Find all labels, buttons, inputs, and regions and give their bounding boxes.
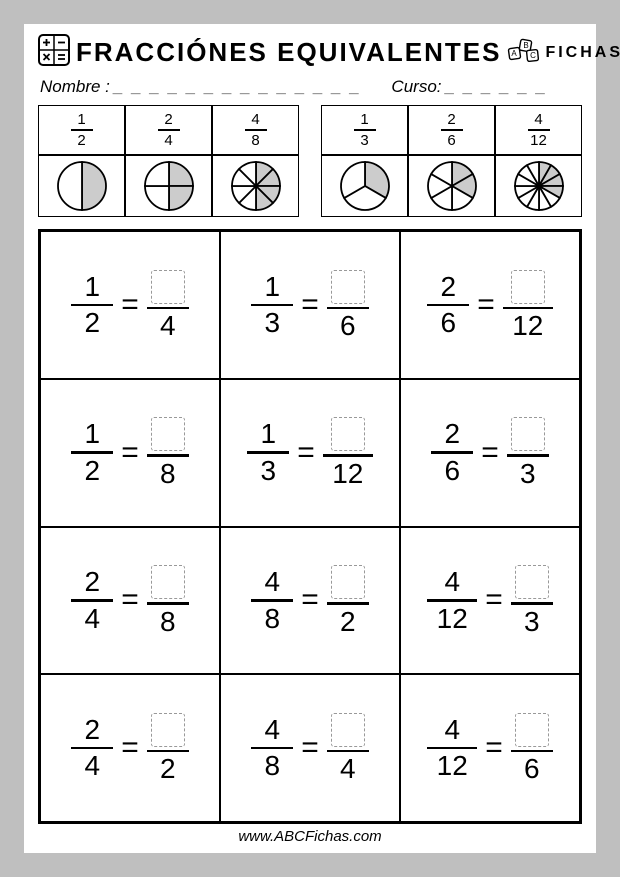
left-fraction: 12	[71, 273, 113, 338]
right-fraction: 8	[147, 565, 189, 636]
example-fraction: 48	[212, 105, 299, 155]
right-fraction: 3	[507, 417, 549, 488]
left-fraction: 13	[247, 420, 289, 485]
left-fraction: 24	[71, 568, 113, 633]
equals-sign: =	[485, 731, 503, 765]
left-fraction: 48	[251, 568, 293, 633]
equals-sign: =	[485, 583, 503, 617]
example-fraction: 13	[321, 105, 408, 155]
answer-blank[interactable]	[515, 713, 549, 747]
exercise-cell: 12 = 8	[40, 379, 220, 527]
left-fraction: 412	[427, 568, 477, 633]
equals-sign: =	[301, 288, 319, 322]
exercise-cell: 412 = 6	[400, 674, 580, 822]
left-fraction: 12	[71, 420, 113, 485]
right-fraction: 4	[327, 713, 369, 784]
exercise-cell: 48 = 4	[220, 674, 400, 822]
right-fraction: 6	[327, 270, 369, 341]
example-row: 122448 1326412	[38, 105, 582, 217]
exercise-grid: 12 = 4 13 = 6 26 = 12 1	[38, 229, 582, 824]
example-pie	[495, 155, 582, 217]
calculator-icon	[38, 34, 70, 71]
header: FRACCIÓNES EQUIVALENTES A B C FICHAS	[38, 34, 582, 71]
answer-blank[interactable]	[331, 565, 365, 599]
left-fraction: 26	[427, 273, 469, 338]
svg-text:B: B	[524, 41, 529, 50]
right-fraction: 8	[147, 417, 189, 488]
brand-text: FICHAS	[545, 44, 620, 62]
right-fraction: 6	[511, 713, 553, 784]
answer-blank[interactable]	[151, 270, 185, 304]
course-label: Curso:	[391, 77, 441, 97]
answer-blank[interactable]	[511, 270, 545, 304]
example-fraction: 12	[38, 105, 125, 155]
equals-sign: =	[121, 288, 139, 322]
right-fraction: 12	[503, 270, 553, 341]
example-group-right: 1326412	[321, 105, 582, 217]
left-fraction: 13	[251, 273, 293, 338]
exercise-cell: 12 = 4	[40, 231, 220, 379]
right-fraction: 2	[147, 713, 189, 784]
equals-sign: =	[121, 731, 139, 765]
left-fraction: 24	[71, 716, 113, 781]
exercise-cell: 13 = 12	[220, 379, 400, 527]
exercise-cell: 24 = 8	[40, 527, 220, 675]
answer-blank[interactable]	[511, 417, 545, 451]
equals-sign: =	[121, 436, 139, 470]
answer-blank[interactable]	[151, 713, 185, 747]
worksheet: FRACCIÓNES EQUIVALENTES A B C FICHAS Nom…	[24, 24, 596, 853]
example-group-left: 122448	[38, 105, 299, 217]
exercise-cell: 24 = 2	[40, 674, 220, 822]
equals-sign: =	[477, 288, 495, 322]
right-fraction: 2	[327, 565, 369, 636]
right-fraction: 4	[147, 270, 189, 341]
left-fraction: 48	[251, 716, 293, 781]
exercise-cell: 48 = 2	[220, 527, 400, 675]
name-line: Nombre : _ _ _ _ _ _ _ _ _ _ _ _ _ _ Cur…	[40, 77, 580, 97]
equals-sign: =	[301, 731, 319, 765]
exercise-cell: 13 = 6	[220, 231, 400, 379]
example-fraction: 24	[125, 105, 212, 155]
example-pie	[38, 155, 125, 217]
footer-url: www.ABCFichas.com	[38, 828, 582, 845]
brand: A B C FICHAS	[507, 36, 620, 69]
answer-blank[interactable]	[331, 713, 365, 747]
svg-text:C: C	[531, 51, 537, 60]
answer-blank[interactable]	[331, 417, 365, 451]
example-pie	[408, 155, 495, 217]
answer-blank[interactable]	[331, 270, 365, 304]
name-blank[interactable]: _ _ _ _ _ _ _ _ _ _ _ _ _ _	[114, 77, 362, 97]
example-pie	[321, 155, 408, 217]
right-fraction: 12	[323, 417, 373, 488]
answer-blank[interactable]	[151, 565, 185, 599]
example-pie	[125, 155, 212, 217]
equals-sign: =	[301, 583, 319, 617]
exercise-cell: 412 = 3	[400, 527, 580, 675]
svg-text:A: A	[512, 49, 518, 58]
name-label: Nombre :	[40, 77, 110, 97]
left-fraction: 26	[431, 420, 473, 485]
exercise-cell: 26 = 3	[400, 379, 580, 527]
answer-blank[interactable]	[151, 417, 185, 451]
equals-sign: =	[297, 436, 315, 470]
example-pie	[212, 155, 299, 217]
exercise-cell: 26 = 12	[400, 231, 580, 379]
answer-blank[interactable]	[515, 565, 549, 599]
equals-sign: =	[481, 436, 499, 470]
cubes-icon: A B C	[507, 36, 541, 69]
equals-sign: =	[121, 583, 139, 617]
course-blank[interactable]: _ _ _ _ _ _	[446, 77, 548, 97]
page-title: FRACCIÓNES EQUIVALENTES	[76, 37, 501, 68]
example-fraction: 26	[408, 105, 495, 155]
example-fraction: 412	[495, 105, 582, 155]
right-fraction: 3	[511, 565, 553, 636]
left-fraction: 412	[427, 716, 477, 781]
